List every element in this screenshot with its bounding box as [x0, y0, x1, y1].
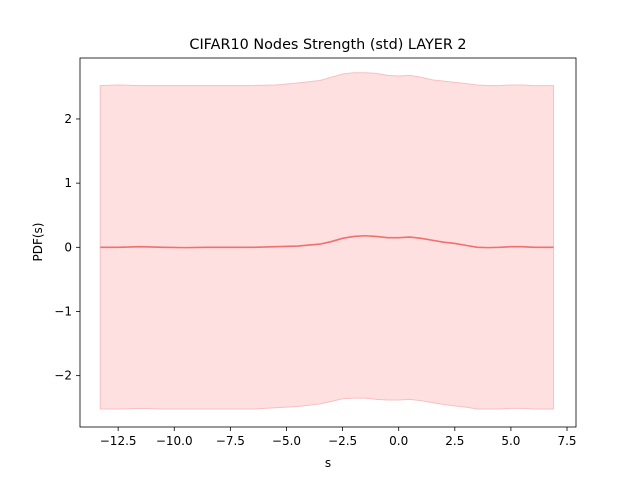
- y-axis-label: PDF(s): [31, 223, 45, 262]
- chart-title: CIFAR10 Nodes Strength (std) LAYER 2: [189, 37, 466, 53]
- x-tick-label: 7.5: [557, 434, 576, 448]
- y-tick-label: −1: [54, 304, 72, 318]
- x-tick-label: −2.5: [328, 434, 357, 448]
- y-tick-label: −2: [54, 369, 72, 383]
- y-axis: −2 −1 0 1 2: [54, 112, 80, 383]
- x-tick-label: −5.0: [272, 434, 301, 448]
- std-band: [99, 72, 555, 410]
- x-tick-label: 5.0: [501, 434, 520, 448]
- y-tick-label: 2: [64, 112, 72, 126]
- y-tick-label: 0: [64, 240, 72, 254]
- x-tick-label: 0.0: [389, 434, 408, 448]
- x-axis: −12.5 −10.0 −7.5 −5.0 −2.5 0.0 2.5 5.0 7.5: [100, 427, 577, 448]
- x-tick-label: −12.5: [100, 434, 137, 448]
- y-tick-label: 1: [64, 176, 72, 190]
- x-axis-label: s: [325, 456, 331, 470]
- x-tick-label: −7.5: [216, 434, 245, 448]
- plot-area: [99, 72, 555, 410]
- x-tick-label: 2.5: [445, 434, 464, 448]
- x-tick-label: −10.0: [156, 434, 193, 448]
- axes-frame: [79, 57, 577, 428]
- mean-line: [100, 234, 554, 249]
